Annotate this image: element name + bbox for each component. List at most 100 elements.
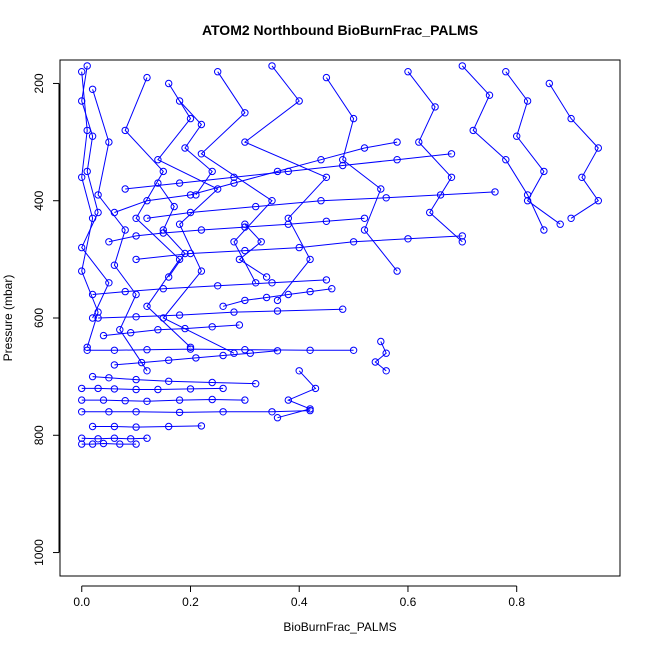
series-7 bbox=[322, 73, 401, 275]
series-26 bbox=[143, 188, 499, 223]
data-point bbox=[306, 287, 314, 296]
data-point bbox=[99, 439, 108, 448]
data-point bbox=[339, 161, 347, 170]
series-line bbox=[136, 235, 463, 260]
data-point bbox=[502, 68, 510, 76]
data-point bbox=[214, 68, 222, 76]
y-axis: 200 400 600 800 1000 bbox=[32, 73, 60, 566]
data-point bbox=[328, 285, 336, 293]
series-line bbox=[407, 71, 463, 243]
series-0 bbox=[78, 62, 113, 322]
data-point bbox=[105, 408, 113, 416]
data-point bbox=[165, 356, 173, 364]
data-point bbox=[208, 395, 216, 404]
data-point bbox=[154, 156, 162, 164]
data-point bbox=[393, 138, 401, 146]
data-point bbox=[393, 156, 401, 164]
plot-frame bbox=[59, 59, 621, 577]
data-point bbox=[268, 197, 276, 205]
data-point bbox=[306, 405, 314, 413]
data-point bbox=[159, 226, 168, 234]
data-point bbox=[94, 435, 102, 443]
data-point bbox=[175, 255, 184, 264]
series-line bbox=[157, 182, 186, 278]
data-point bbox=[208, 323, 216, 331]
data-point bbox=[192, 354, 200, 362]
data-point bbox=[241, 346, 249, 354]
series-line bbox=[92, 425, 202, 428]
data-point bbox=[121, 126, 129, 135]
data-point bbox=[523, 97, 532, 105]
data-point bbox=[121, 397, 129, 405]
series-29 bbox=[273, 367, 320, 422]
data-point bbox=[469, 126, 477, 135]
data-point bbox=[219, 302, 227, 310]
data-point bbox=[132, 313, 140, 321]
x-tick-label: 0.2 bbox=[182, 595, 199, 609]
data-point bbox=[83, 346, 91, 354]
data-point bbox=[295, 97, 303, 105]
data-point bbox=[110, 385, 119, 393]
data-point bbox=[170, 202, 178, 211]
data-point bbox=[159, 167, 168, 176]
data-point bbox=[306, 255, 314, 264]
data-point bbox=[241, 220, 249, 228]
data-point bbox=[165, 377, 173, 385]
data-point bbox=[322, 217, 331, 226]
data-point bbox=[404, 235, 412, 243]
data-point bbox=[154, 385, 162, 394]
series-line bbox=[124, 77, 191, 348]
data-point bbox=[83, 62, 91, 70]
series-2 bbox=[88, 85, 151, 375]
data-point bbox=[132, 408, 140, 416]
data-point bbox=[143, 346, 151, 354]
data-point bbox=[175, 311, 184, 319]
x-tick-label: 0.4 bbox=[291, 595, 308, 609]
data-point bbox=[78, 440, 86, 448]
series-line bbox=[92, 279, 327, 295]
data-point bbox=[431, 103, 439, 111]
series-13 bbox=[132, 232, 466, 264]
data-point bbox=[393, 267, 401, 275]
data-point bbox=[197, 422, 206, 430]
data-point bbox=[273, 167, 282, 176]
data-point bbox=[447, 173, 456, 182]
series-25 bbox=[121, 150, 456, 193]
series-17 bbox=[88, 372, 260, 388]
data-point bbox=[491, 188, 499, 196]
data-point bbox=[339, 156, 347, 164]
series-31 bbox=[219, 285, 336, 310]
series-line bbox=[238, 223, 267, 278]
data-point bbox=[284, 220, 292, 228]
data-point bbox=[154, 326, 162, 334]
data-point bbox=[78, 267, 86, 275]
series-line bbox=[92, 89, 148, 372]
data-point bbox=[116, 326, 124, 334]
x-axis: 0.0 0.2 0.4 0.6 0.8 bbox=[73, 585, 525, 609]
data-point bbox=[246, 349, 255, 357]
data-point bbox=[284, 167, 292, 176]
series-4 bbox=[154, 79, 238, 357]
data-point bbox=[284, 396, 292, 404]
data-point bbox=[268, 279, 276, 287]
data-point bbox=[567, 114, 575, 123]
data-point bbox=[78, 396, 86, 404]
data-point bbox=[143, 397, 151, 405]
series-33 bbox=[175, 97, 216, 199]
data-point bbox=[458, 232, 466, 240]
data-point bbox=[219, 384, 227, 393]
data-point bbox=[127, 329, 135, 337]
data-point bbox=[306, 346, 314, 354]
data-point bbox=[594, 144, 602, 152]
data-point bbox=[317, 156, 325, 164]
data-point bbox=[262, 293, 271, 302]
x-tick-label: 0.8 bbox=[508, 595, 525, 609]
series-line bbox=[108, 217, 365, 243]
data-point bbox=[132, 290, 140, 299]
series-3 bbox=[121, 73, 195, 351]
data-point bbox=[295, 243, 303, 252]
data-point bbox=[159, 285, 168, 293]
y-tick-label: 1000 bbox=[32, 539, 46, 566]
data-point bbox=[208, 378, 216, 387]
